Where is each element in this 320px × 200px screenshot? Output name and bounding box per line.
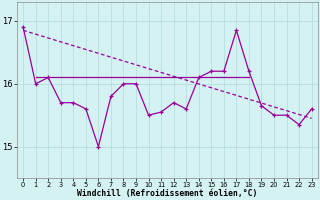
X-axis label: Windchill (Refroidissement éolien,°C): Windchill (Refroidissement éolien,°C) (77, 189, 258, 198)
